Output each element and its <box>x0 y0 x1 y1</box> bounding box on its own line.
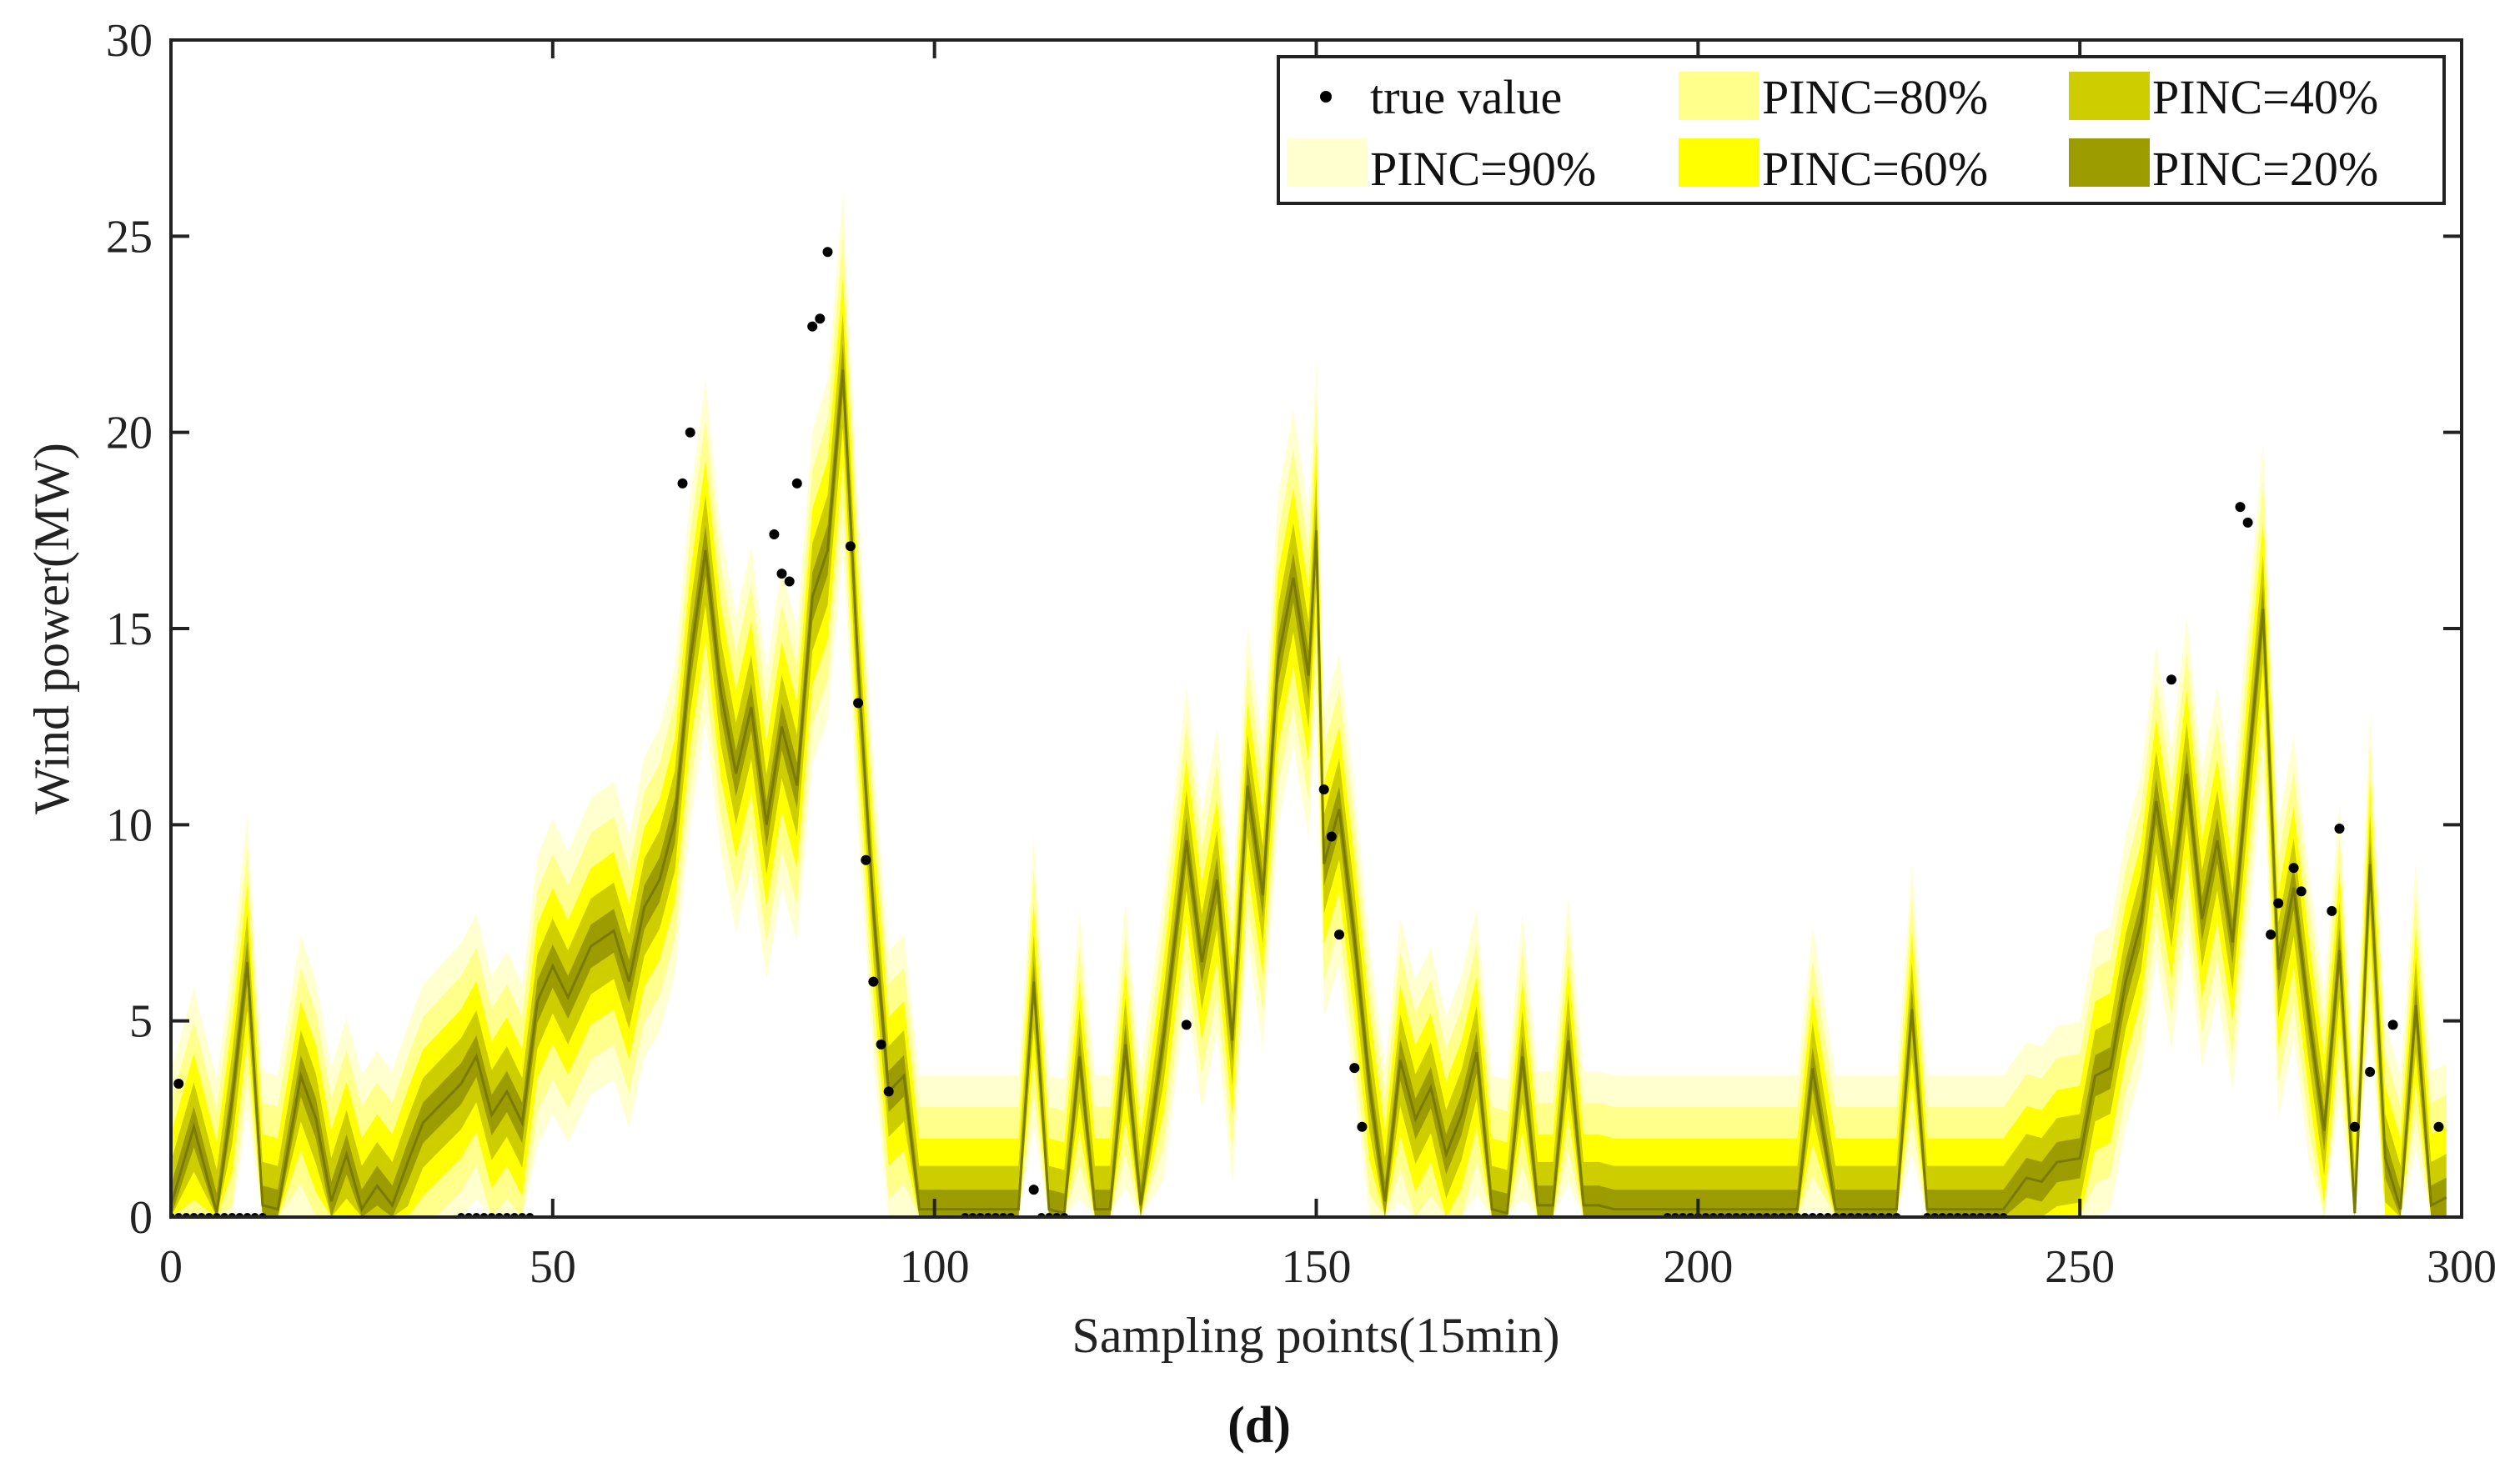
true-value-point <box>2235 502 2246 513</box>
figure-caption: (d) <box>1227 1397 1291 1454</box>
true-value-point <box>883 1086 894 1097</box>
x-tick-label: 250 <box>2045 1241 2115 1293</box>
legend-true-value-marker <box>1320 91 1332 103</box>
legend-pinc90-swatch <box>1287 138 1368 187</box>
x-axis: 0 50 100 150 200 250 300 <box>159 40 2497 1293</box>
true-value-point <box>2288 863 2299 874</box>
true-value-point <box>2433 1121 2444 1132</box>
true-value-point <box>1349 1063 1360 1074</box>
true-value-point <box>1181 1020 1192 1030</box>
true-value-point <box>822 247 833 258</box>
true-value-point <box>815 313 826 324</box>
true-value-point <box>776 569 787 579</box>
x-tick-label: 300 <box>2427 1241 2497 1293</box>
legend-box <box>1277 55 2446 205</box>
true-value-point <box>2266 929 2277 940</box>
true-value-point <box>677 478 688 488</box>
x-tick-label: 100 <box>900 1241 970 1293</box>
y-tick-label: 0 <box>129 1192 153 1244</box>
y-tick-label: 15 <box>106 604 153 655</box>
true-value-point <box>173 1079 184 1089</box>
true-value-point <box>1357 1121 1368 1132</box>
true-value-point <box>1028 1185 1039 1195</box>
legend-pinc40-label: PINC=40% <box>2152 70 2378 124</box>
true-value-point <box>845 541 856 552</box>
band-60-pct <box>171 276 2447 1217</box>
true-value-point <box>2296 886 2307 897</box>
y-tick-label: 5 <box>129 996 153 1048</box>
true-value-point <box>1334 929 1344 940</box>
forecast-center-line <box>171 369 2447 1215</box>
true-value-point <box>876 1039 886 1050</box>
y-axis: 0 5 10 15 20 25 30 <box>106 15 2462 1244</box>
legend-pinc60-swatch <box>1679 138 1759 187</box>
true-value-point <box>2273 898 2284 909</box>
true-value-point <box>1318 784 1329 794</box>
true-value-point <box>2387 1020 2398 1030</box>
legend-pinc20-label: PINC=20% <box>2152 142 2378 196</box>
true-value-point <box>2365 1066 2376 1077</box>
true-value-point <box>2242 517 2253 528</box>
x-tick-label: 50 <box>530 1241 576 1293</box>
true-value-point <box>769 529 780 539</box>
true-value-point <box>784 576 795 587</box>
y-axis-label: Wind power(MW) <box>24 443 79 814</box>
legend-pinc80-swatch <box>1679 72 1759 120</box>
true-value-point <box>2334 824 2345 834</box>
x-axis-label: Sampling points(15min) <box>1072 1308 1560 1363</box>
legend-pinc90-label: PINC=90% <box>1370 142 1596 196</box>
legend-pinc80-label: PINC=80% <box>1762 70 1988 124</box>
y-tick-label: 25 <box>106 211 153 263</box>
y-tick-label: 30 <box>106 15 153 67</box>
true-value-point <box>1326 831 1337 842</box>
legend-true-value-label: true value <box>1370 70 1562 124</box>
true-value-point <box>2166 674 2176 685</box>
legend: true value PINC=90% PINC=80% PINC=60% PI… <box>1277 55 2446 205</box>
legend-pinc40-swatch <box>2069 72 2150 120</box>
true-value-point <box>861 854 871 865</box>
true-value-point <box>868 976 879 987</box>
y-tick-label: 20 <box>106 408 153 459</box>
true-value-point <box>791 478 802 488</box>
x-tick-label: 200 <box>1663 1241 1733 1293</box>
legend-pinc60-label: PINC=60% <box>1762 142 1988 196</box>
true-value-point <box>2327 905 2337 916</box>
legend-pinc20-swatch <box>2069 138 2150 187</box>
plot-area <box>169 38 2463 1219</box>
forecast-line <box>171 369 2447 1215</box>
prediction-bands <box>171 193 2447 1217</box>
y-tick-label: 10 <box>106 799 153 851</box>
x-tick-label: 150 <box>1282 1241 1352 1293</box>
true-value-point <box>685 427 695 438</box>
true-value-point <box>853 698 864 709</box>
true-value-point <box>2349 1121 2360 1132</box>
x-tick-label: 0 <box>159 1241 183 1293</box>
true-value-point <box>807 321 818 332</box>
